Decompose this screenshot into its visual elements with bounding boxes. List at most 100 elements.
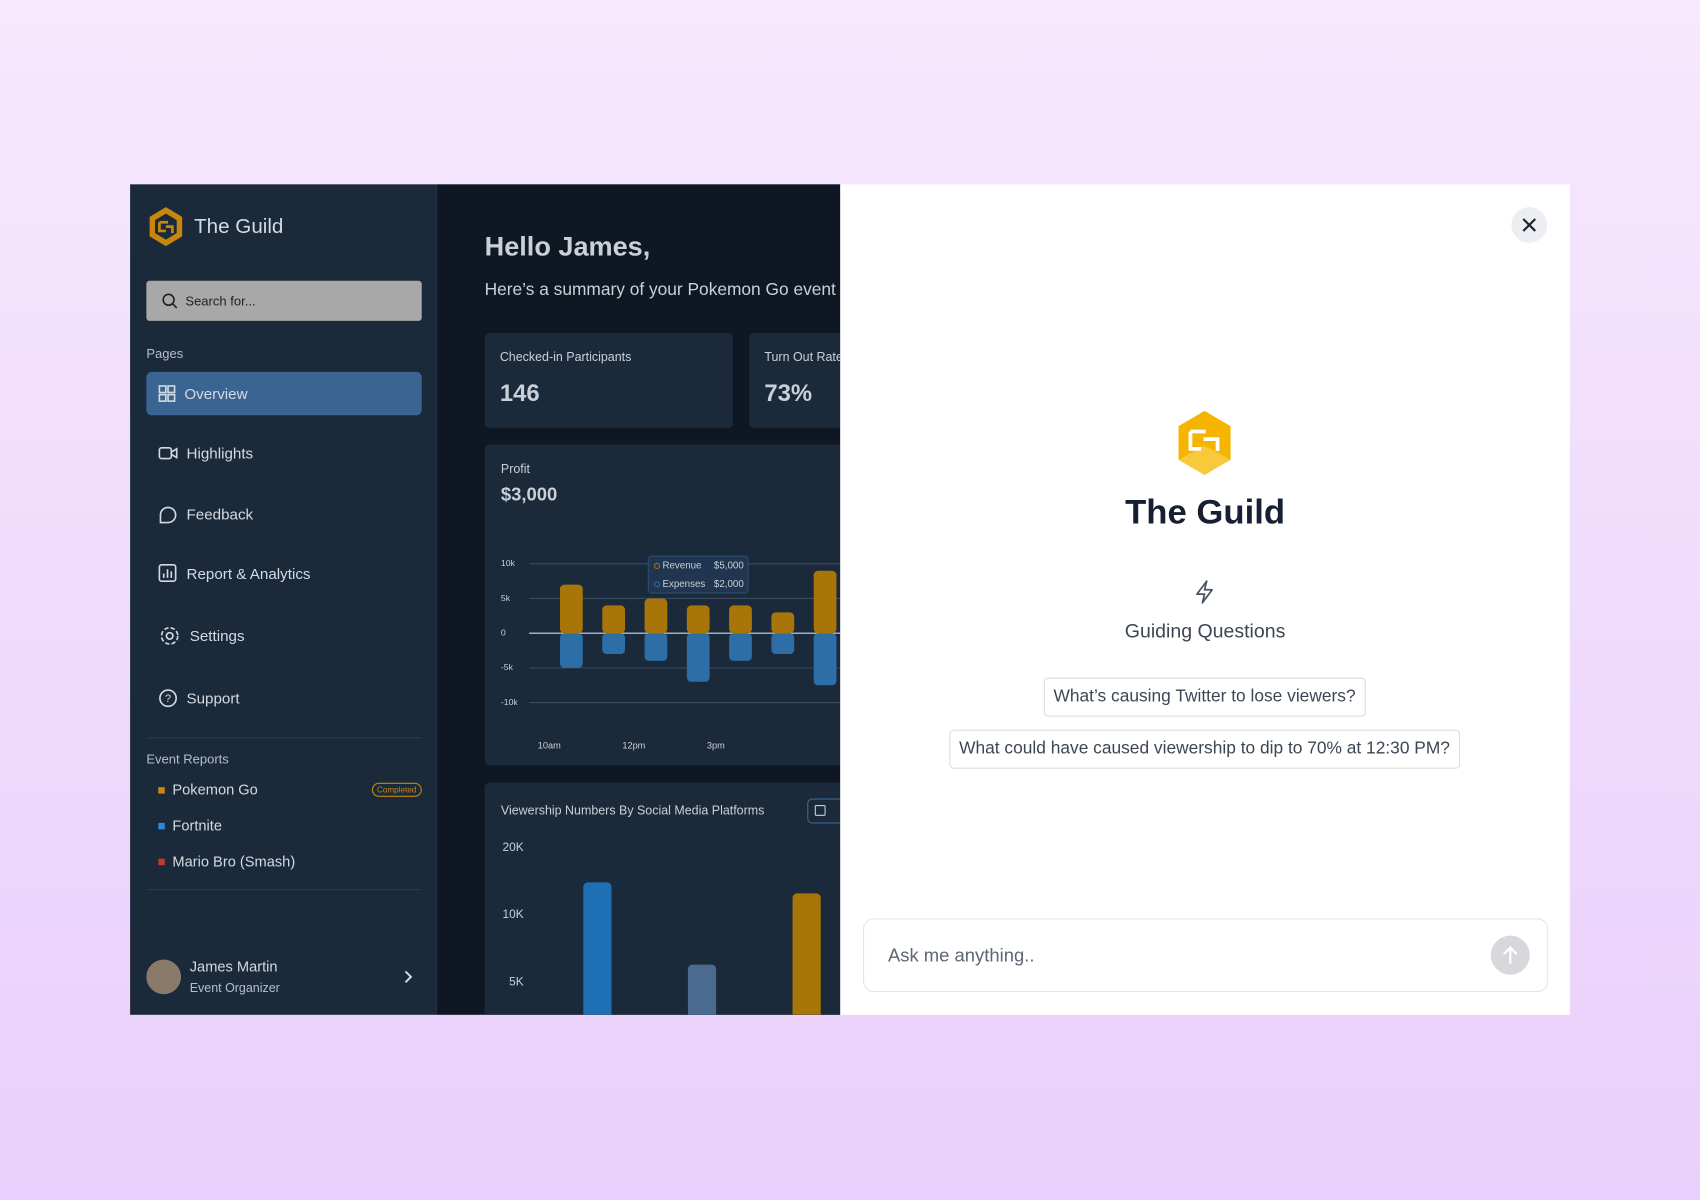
- nav-item[interactable]: Feedback: [146, 492, 421, 535]
- nav-label: Support: [186, 689, 240, 707]
- nav-item[interactable]: Settings: [146, 614, 421, 657]
- bar: [792, 893, 821, 1015]
- tooltip-dot: [653, 581, 661, 588]
- nav-icon: [159, 506, 177, 524]
- nav-label: Overview: [184, 384, 248, 403]
- section-heading: Pages: [146, 345, 184, 362]
- bar: [644, 633, 668, 661]
- y-tick-label: -10k: [501, 697, 519, 707]
- section-title: Guiding Questions: [1124, 620, 1286, 642]
- question-chip[interactable]: What could have caused viewership to dip…: [949, 729, 1460, 769]
- nav-icon: ?: [159, 689, 177, 708]
- bolt-icon: [1196, 580, 1214, 604]
- search-icon: [162, 293, 178, 309]
- event-report[interactable]: Pokemon Go Completed: [158, 781, 422, 798]
- close-button[interactable]: [1511, 207, 1548, 243]
- main-area: Hello James, Here’s a summary of your Po…: [436, 184, 841, 1015]
- tooltip-value: $5,000: [714, 561, 744, 572]
- bar: [559, 633, 583, 668]
- nav-icon: [158, 446, 178, 460]
- user-role: Event Organizer: [189, 982, 280, 996]
- logo: [1178, 410, 1231, 475]
- close-icon: [1522, 218, 1536, 232]
- chart-title: Viewership Numbers By Social Media Platf…: [501, 803, 764, 817]
- event-name: Mario Bro (Smash): [172, 853, 296, 870]
- divider: [146, 889, 422, 891]
- nav-item[interactable]: ? Support: [146, 677, 421, 720]
- send-icon: [1503, 946, 1518, 964]
- stat-card: [484, 332, 733, 429]
- bar: [644, 598, 668, 634]
- chart-title: Profit: [501, 462, 531, 476]
- event-name: Pokemon Go: [172, 781, 258, 798]
- send-button[interactable]: [1490, 935, 1530, 975]
- tooltip-label: Expenses: [662, 579, 705, 590]
- nav-item[interactable]: Highlights: [146, 432, 421, 475]
- sidebar: [130, 184, 437, 1015]
- bar: [686, 605, 710, 634]
- bar: [687, 964, 717, 1015]
- x-tick-label: 3pm: [707, 740, 725, 750]
- question-chip[interactable]: What’s causing Twitter to lose viewers?: [1043, 677, 1366, 717]
- chart-subtitle: $3,000: [501, 483, 557, 504]
- calendar-icon: [814, 805, 826, 816]
- y-tick-label: 10k: [501, 558, 516, 568]
- bar: [771, 633, 795, 654]
- nav-label: Feedback: [186, 505, 254, 523]
- logo: [149, 207, 183, 247]
- search-placeholder: Search for...: [185, 293, 256, 309]
- stat-value: 146: [500, 380, 540, 407]
- search-box[interactable]: Search for...: [146, 280, 422, 321]
- event-report[interactable]: Fortnite: [158, 817, 421, 834]
- nav-label: Highlights: [186, 444, 254, 462]
- y-tick-label: 5K: [509, 974, 524, 988]
- bar: [686, 633, 710, 682]
- x-tick-label: 12pm: [622, 740, 645, 750]
- bar: [602, 605, 626, 634]
- dashboard: Hello James, Here’s a summary of your Po…: [484, 230, 841, 1015]
- nav-label: Settings: [189, 626, 245, 645]
- nav-icon: [158, 564, 177, 582]
- tooltip-value: $2,000: [714, 579, 744, 590]
- bar: [729, 605, 752, 634]
- section-heading: Event Reports: [146, 751, 229, 767]
- bar: [813, 570, 837, 634]
- event-report[interactable]: Mario Bro (Smash): [158, 853, 421, 870]
- bar: [771, 612, 795, 634]
- event-name: Fortnite: [172, 817, 223, 834]
- avatar: [146, 959, 182, 995]
- chevron[interactable]: [401, 969, 414, 984]
- divider: [146, 737, 422, 739]
- bar: [583, 882, 612, 1015]
- bar: [729, 633, 752, 661]
- summary: Here’s a summary of your Pokemon Go even…: [485, 279, 836, 299]
- date-button[interactable]: [807, 798, 841, 824]
- stat-label: Turn Out Rate: [764, 350, 840, 364]
- y-tick-label: 0: [501, 627, 506, 637]
- stat-card: [749, 332, 841, 429]
- y-tick-label: 5k: [501, 593, 511, 603]
- event-color: [158, 822, 165, 829]
- event-color: [158, 858, 165, 865]
- brand: The Guild: [194, 215, 284, 239]
- bar: [559, 584, 583, 634]
- y-tick-label: 10K: [502, 907, 523, 921]
- nav-icon: [158, 385, 176, 402]
- input-placeholder: Ask me anything..: [887, 945, 1035, 967]
- y-tick-label: 20K: [502, 840, 523, 854]
- assistant-brand: The Guild: [1125, 492, 1286, 532]
- assistant-panel: The Guild Guiding Questions What’s causi…: [840, 184, 1570, 1015]
- nav-item[interactable]: Report & Analytics: [146, 552, 421, 595]
- tooltip-dot: [653, 562, 661, 569]
- tooltip: [647, 555, 749, 594]
- nav-item[interactable]: Overview: [146, 371, 422, 416]
- nav-icon: [160, 626, 179, 645]
- event-color: [158, 786, 165, 794]
- nav-label: Report & Analytics: [186, 564, 311, 583]
- bar: [602, 633, 626, 654]
- chat-input[interactable]: Ask me anything..: [863, 918, 1549, 993]
- stat-value: 73%: [764, 380, 812, 407]
- svg-text:?: ?: [165, 693, 171, 705]
